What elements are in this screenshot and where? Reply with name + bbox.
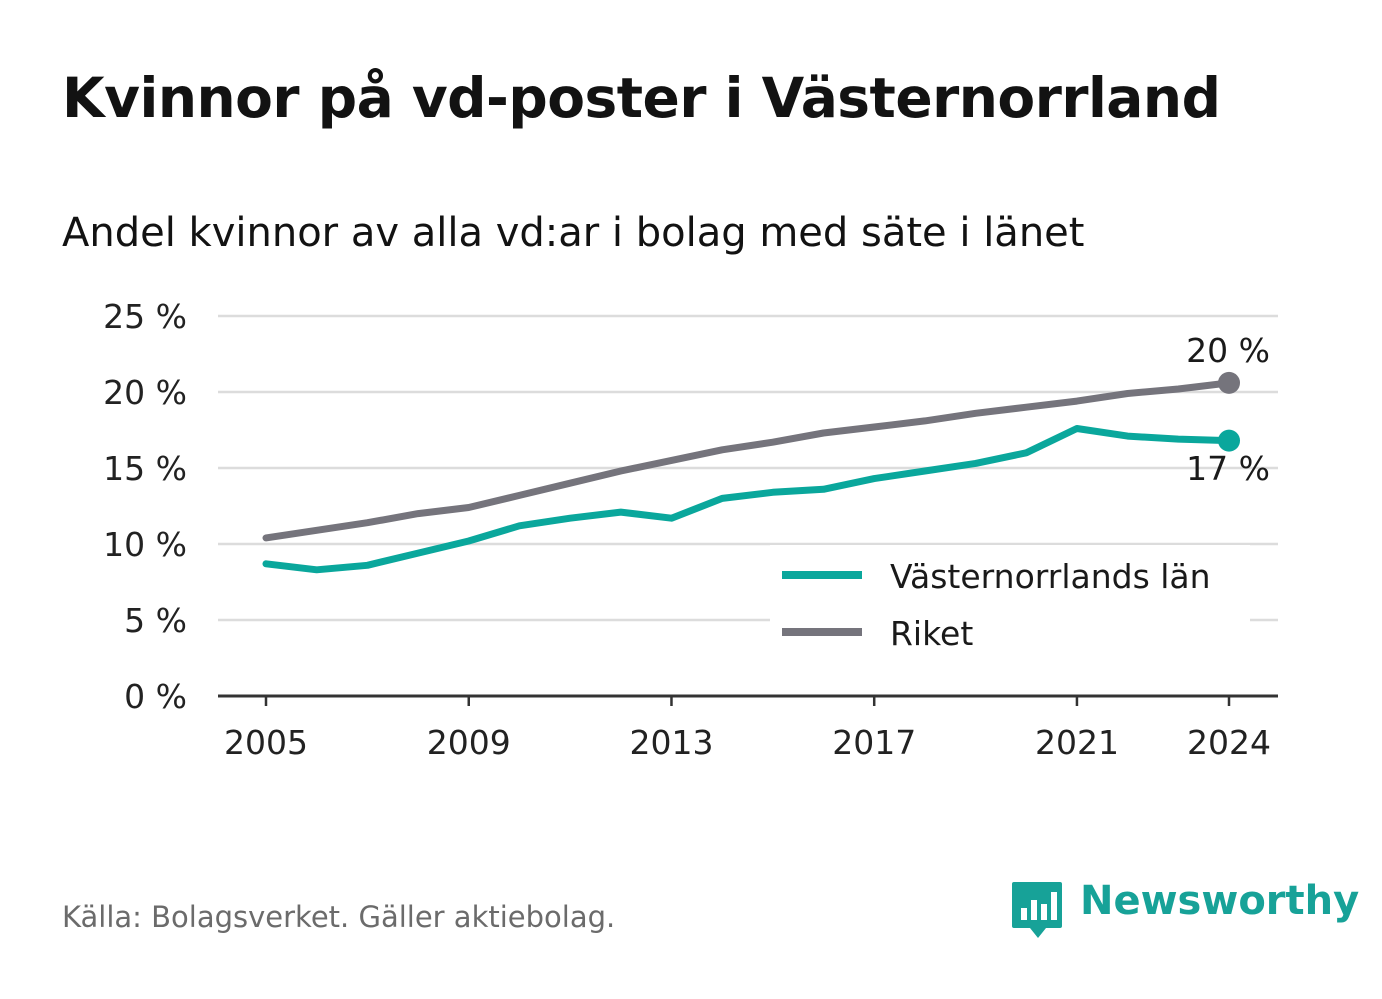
end-point-riket — [1218, 371, 1240, 394]
x-tick-label: 2017 — [832, 723, 916, 762]
end-label-vasternorrland: 17 % — [1186, 449, 1270, 488]
legend-background — [770, 545, 1250, 657]
y-tick-label: 5 % — [124, 601, 187, 640]
y-tick-label: 15 % — [103, 449, 187, 488]
end-label-riket: 20 % — [1186, 331, 1270, 370]
chart-subtitle: Andel kvinnor av alla vd:ar i bolag med … — [62, 210, 1085, 256]
y-axis-ticks: 0 % 5 % 10 % 15 % 20 % 25 % — [103, 297, 187, 716]
legend: Västernorrlands län Riket — [770, 545, 1250, 657]
x-axis: 2005 2009 2013 2017 2021 2024 — [218, 694, 1278, 762]
x-tick-label: 2021 — [1035, 723, 1119, 762]
y-tick-label: 20 % — [103, 373, 187, 412]
legend-label-riket: Riket — [890, 614, 973, 653]
y-tick-label: 0 % — [124, 677, 187, 716]
x-tick-label: 2005 — [224, 723, 308, 762]
source-note: Källa: Bolagsverket. Gäller aktiebolag. — [62, 900, 616, 934]
end-point-vasternorrland — [1218, 429, 1240, 452]
brand-name: Newsworthy — [1080, 878, 1360, 924]
series-line-riket — [262, 379, 1233, 542]
chart-title: Kvinnor på vd-poster i Västernorrland — [62, 66, 1221, 130]
series-lines — [262, 371, 1240, 574]
gridlines — [218, 314, 1278, 622]
newsworthy-bar-chart-icon — [1012, 882, 1062, 938]
legend-label-vasternorrland: Västernorrlands län — [890, 557, 1211, 596]
series-line-vasternorrland — [262, 425, 1233, 574]
x-tick-label: 2009 — [427, 723, 511, 762]
x-tick-label: 2013 — [629, 723, 713, 762]
y-tick-label: 25 % — [103, 297, 187, 336]
x-tick-label: 2024 — [1187, 723, 1271, 762]
y-tick-label: 10 % — [103, 525, 187, 564]
